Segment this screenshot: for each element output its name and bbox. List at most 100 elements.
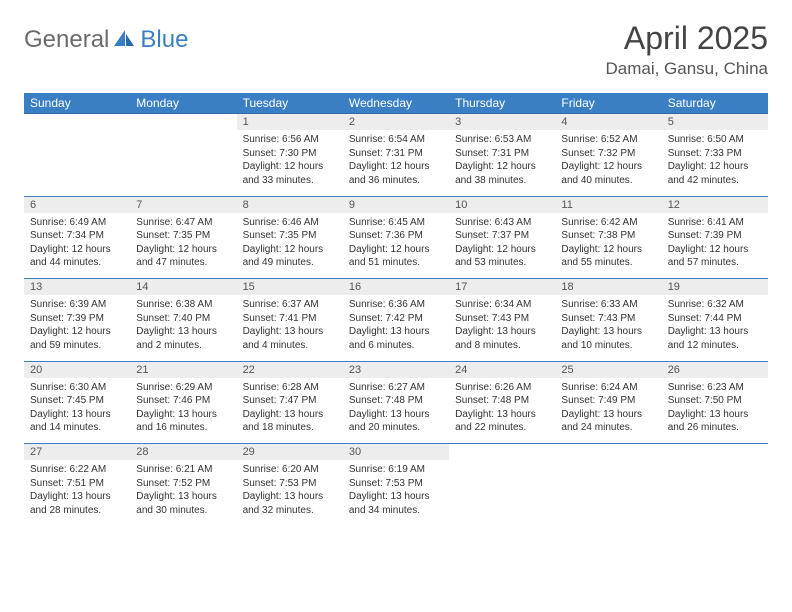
day-cell <box>662 460 768 526</box>
logo: General Blue <box>24 26 188 54</box>
daylight-text: Daylight: 13 hours and 12 minutes. <box>668 325 762 352</box>
sunrise-text: Sunrise: 6:41 AM <box>668 216 762 230</box>
sunset-text: Sunset: 7:30 PM <box>243 147 337 161</box>
location-subtitle: Damai, Gansu, China <box>605 59 768 79</box>
day-number <box>24 114 130 131</box>
daylight-text: Daylight: 13 hours and 18 minutes. <box>243 408 337 435</box>
day-cell: Sunrise: 6:34 AMSunset: 7:43 PMDaylight:… <box>449 295 555 361</box>
day-cell: Sunrise: 6:43 AMSunset: 7:37 PMDaylight:… <box>449 213 555 279</box>
daylight-text: Daylight: 13 hours and 32 minutes. <box>243 490 337 517</box>
sunset-text: Sunset: 7:31 PM <box>455 147 549 161</box>
daylight-text: Daylight: 12 hours and 38 minutes. <box>455 160 549 187</box>
sunrise-text: Sunrise: 6:34 AM <box>455 298 549 312</box>
sunset-text: Sunset: 7:34 PM <box>30 229 124 243</box>
day-cell: Sunrise: 6:50 AMSunset: 7:33 PMDaylight:… <box>662 130 768 196</box>
sunset-text: Sunset: 7:35 PM <box>243 229 337 243</box>
sunset-text: Sunset: 7:52 PM <box>136 477 230 491</box>
daylight-text: Daylight: 12 hours and 49 minutes. <box>243 243 337 270</box>
daylight-text: Daylight: 13 hours and 8 minutes. <box>455 325 549 352</box>
sunrise-text: Sunrise: 6:19 AM <box>349 463 443 477</box>
day-cell: Sunrise: 6:39 AMSunset: 7:39 PMDaylight:… <box>24 295 130 361</box>
col-thursday: Thursday <box>449 93 555 114</box>
day-number: 29 <box>237 444 343 461</box>
day-cell: Sunrise: 6:54 AMSunset: 7:31 PMDaylight:… <box>343 130 449 196</box>
sunset-text: Sunset: 7:32 PM <box>561 147 655 161</box>
sunset-text: Sunset: 7:39 PM <box>668 229 762 243</box>
day-header-row: Sunday Monday Tuesday Wednesday Thursday… <box>24 93 768 114</box>
daylight-text: Daylight: 12 hours and 57 minutes. <box>668 243 762 270</box>
sunset-text: Sunset: 7:53 PM <box>349 477 443 491</box>
week-info-row: Sunrise: 6:49 AMSunset: 7:34 PMDaylight:… <box>24 213 768 279</box>
day-cell <box>555 460 661 526</box>
daylight-text: Daylight: 13 hours and 30 minutes. <box>136 490 230 517</box>
day-cell: Sunrise: 6:28 AMSunset: 7:47 PMDaylight:… <box>237 378 343 444</box>
day-number: 19 <box>662 279 768 296</box>
day-number: 14 <box>130 279 236 296</box>
day-number: 25 <box>555 361 661 378</box>
day-cell: Sunrise: 6:24 AMSunset: 7:49 PMDaylight:… <box>555 378 661 444</box>
sunset-text: Sunset: 7:42 PM <box>349 312 443 326</box>
day-cell: Sunrise: 6:41 AMSunset: 7:39 PMDaylight:… <box>662 213 768 279</box>
day-cell: Sunrise: 6:47 AMSunset: 7:35 PMDaylight:… <box>130 213 236 279</box>
day-number: 1 <box>237 114 343 131</box>
day-number: 5 <box>662 114 768 131</box>
day-cell: Sunrise: 6:38 AMSunset: 7:40 PMDaylight:… <box>130 295 236 361</box>
day-number: 4 <box>555 114 661 131</box>
daylight-text: Daylight: 13 hours and 34 minutes. <box>349 490 443 517</box>
sunset-text: Sunset: 7:33 PM <box>668 147 762 161</box>
day-number <box>555 444 661 461</box>
logo-text-blue: Blue <box>140 26 188 54</box>
day-number: 2 <box>343 114 449 131</box>
daylight-text: Daylight: 12 hours and 51 minutes. <box>349 243 443 270</box>
day-cell: Sunrise: 6:56 AMSunset: 7:30 PMDaylight:… <box>237 130 343 196</box>
sunrise-text: Sunrise: 6:20 AM <box>243 463 337 477</box>
sunrise-text: Sunrise: 6:46 AM <box>243 216 337 230</box>
daylight-text: Daylight: 12 hours and 59 minutes. <box>30 325 124 352</box>
sunrise-text: Sunrise: 6:30 AM <box>30 381 124 395</box>
daylight-text: Daylight: 13 hours and 2 minutes. <box>136 325 230 352</box>
sunset-text: Sunset: 7:46 PM <box>136 394 230 408</box>
day-number: 10 <box>449 196 555 213</box>
day-cell <box>130 130 236 196</box>
daylight-text: Daylight: 12 hours and 40 minutes. <box>561 160 655 187</box>
logo-sail-icon <box>114 28 136 53</box>
sunset-text: Sunset: 7:43 PM <box>561 312 655 326</box>
day-number: 18 <box>555 279 661 296</box>
day-number: 11 <box>555 196 661 213</box>
sunset-text: Sunset: 7:41 PM <box>243 312 337 326</box>
day-cell <box>24 130 130 196</box>
sunset-text: Sunset: 7:43 PM <box>455 312 549 326</box>
sunrise-text: Sunrise: 6:28 AM <box>243 381 337 395</box>
week-info-row: Sunrise: 6:56 AMSunset: 7:30 PMDaylight:… <box>24 130 768 196</box>
sunrise-text: Sunrise: 6:38 AM <box>136 298 230 312</box>
day-cell: Sunrise: 6:23 AMSunset: 7:50 PMDaylight:… <box>662 378 768 444</box>
col-saturday: Saturday <box>662 93 768 114</box>
day-number: 6 <box>24 196 130 213</box>
day-cell: Sunrise: 6:20 AMSunset: 7:53 PMDaylight:… <box>237 460 343 526</box>
sunrise-text: Sunrise: 6:37 AM <box>243 298 337 312</box>
day-number <box>662 444 768 461</box>
week-daynum-row: 20212223242526 <box>24 361 768 378</box>
day-cell: Sunrise: 6:33 AMSunset: 7:43 PMDaylight:… <box>555 295 661 361</box>
day-number: 26 <box>662 361 768 378</box>
sunrise-text: Sunrise: 6:43 AM <box>455 216 549 230</box>
sunset-text: Sunset: 7:47 PM <box>243 394 337 408</box>
sunset-text: Sunset: 7:48 PM <box>349 394 443 408</box>
day-number: 17 <box>449 279 555 296</box>
week-info-row: Sunrise: 6:39 AMSunset: 7:39 PMDaylight:… <box>24 295 768 361</box>
sunset-text: Sunset: 7:37 PM <box>455 229 549 243</box>
daylight-text: Daylight: 13 hours and 4 minutes. <box>243 325 337 352</box>
sunrise-text: Sunrise: 6:21 AM <box>136 463 230 477</box>
sunrise-text: Sunrise: 6:24 AM <box>561 381 655 395</box>
day-cell <box>449 460 555 526</box>
daylight-text: Daylight: 12 hours and 44 minutes. <box>30 243 124 270</box>
day-cell: Sunrise: 6:29 AMSunset: 7:46 PMDaylight:… <box>130 378 236 444</box>
sunset-text: Sunset: 7:38 PM <box>561 229 655 243</box>
sunset-text: Sunset: 7:49 PM <box>561 394 655 408</box>
day-cell: Sunrise: 6:53 AMSunset: 7:31 PMDaylight:… <box>449 130 555 196</box>
day-cell: Sunrise: 6:46 AMSunset: 7:35 PMDaylight:… <box>237 213 343 279</box>
sunset-text: Sunset: 7:35 PM <box>136 229 230 243</box>
week-daynum-row: 12345 <box>24 114 768 131</box>
page-title: April 2025 <box>605 20 768 57</box>
sunset-text: Sunset: 7:48 PM <box>455 394 549 408</box>
